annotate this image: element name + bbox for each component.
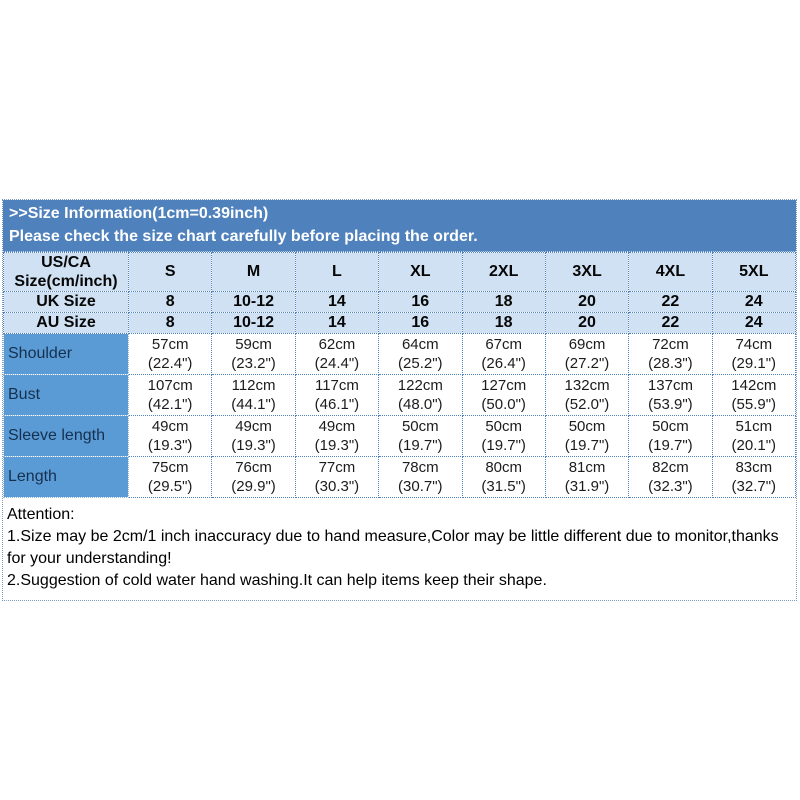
attention-note-2: 2.Suggestion of cold water hand washing.… [7, 572, 547, 589]
corner-header: US/CA Size(cm/inch) [3, 252, 129, 292]
measurement-value-cell: 83cm (32.7") [711, 456, 797, 498]
measurement-value-cell: 49cm (19.3") [294, 415, 380, 457]
measurement-row-label: Length [3, 456, 129, 498]
size-column-header: XL [378, 252, 463, 292]
size-value-cell: 16 [378, 291, 463, 313]
size-info-banner: >>Size Information(1cm=0.39inch) Please … [3, 200, 796, 252]
measurement-row: Shoulder 57cm (22.4") 59cm (23.2") 62cm (24… [3, 333, 797, 375]
measurement-value-cell: 69cm (27.2") [544, 333, 630, 375]
banner-subtitle: Please check the size chart carefully be… [9, 228, 478, 245]
measurement-value-cell: 62cm (24.4") [294, 333, 380, 375]
size-column-header: 2XL [461, 252, 546, 292]
measurement-value-cell: 77cm (30.3") [294, 456, 380, 498]
size-value-cell: 14 [294, 291, 380, 313]
measurement-row: Length 75cm (29.5") 76cm (29.9") 77cm (30.3… [3, 456, 797, 498]
measurement-value-cell: 132cm (52.0") [544, 374, 630, 416]
measurement-row-label: Bust [3, 374, 129, 416]
measurement-value-cell: 142cm (55.9") [711, 374, 797, 416]
size-value-cell: 24 [711, 312, 797, 334]
measurement-value-cell: 82cm (32.3") [628, 456, 713, 498]
size-row: UK Size 8 10-12 14 16 18 20 22 24 [3, 291, 797, 313]
attention-note-1: 1.Size may be 2cm/1 inch inaccuracy due … [7, 528, 779, 567]
measurement-value-cell: 72cm (28.3") [628, 333, 713, 375]
measurement-value-cell: 75cm (29.5") [127, 456, 213, 498]
size-chart-table: US/CA Size(cm/inch) S M L XL 2XL 3XL 4XL 5XL UK… [3, 252, 797, 498]
measurement-value-cell: 112cm (44.1") [211, 374, 296, 416]
measurement-value-cell: 137cm (53.9") [628, 374, 713, 416]
size-value-cell: 22 [628, 312, 713, 334]
size-value-cell: 16 [378, 312, 463, 334]
measurement-value-cell: 81cm (31.9") [544, 456, 630, 498]
size-value-cell: 8 [127, 291, 213, 313]
measurement-value-cell: 49cm (19.3") [211, 415, 296, 457]
measurement-row: Sleeve length 49cm (19.3") 49cm (19.3") 49c… [3, 415, 797, 457]
size-value-cell: 14 [294, 312, 380, 334]
size-column-header: M [211, 252, 296, 292]
size-row: AU Size 8 10-12 14 16 18 20 22 24 [3, 312, 797, 334]
measurement-value-cell: 50cm (19.7") [461, 415, 546, 457]
size-value-cell: 22 [628, 291, 713, 313]
size-column-header: 5XL [711, 252, 797, 292]
measurement-value-cell: 50cm (19.7") [628, 415, 713, 457]
attention-title: Attention: [7, 506, 75, 523]
measurement-value-cell: 51cm (20.1") [711, 415, 797, 457]
measurement-value-cell: 127cm (50.0") [461, 374, 546, 416]
measurement-value-cell: 80cm (31.5") [461, 456, 546, 498]
size-column-header: S [127, 252, 213, 292]
measurement-value-cell: 49cm (19.3") [127, 415, 213, 457]
measurement-row-label: Sleeve length [3, 415, 129, 457]
size-row-label: UK Size [3, 291, 129, 313]
measurement-value-cell: 50cm (19.7") [544, 415, 630, 457]
banner-title: >>Size Information(1cm=0.39inch) [9, 205, 269, 222]
measurement-value-cell: 107cm (42.1") [127, 374, 213, 416]
measurement-value-cell: 64cm (25.2") [378, 333, 463, 375]
size-value-cell: 8 [127, 312, 213, 334]
size-info-sheet: >>Size Information(1cm=0.39inch) Please … [2, 199, 797, 601]
size-row-label: AU Size [3, 312, 129, 334]
measurement-row: Bust 107cm (42.1") 112cm (44.1") 117cm (46.… [3, 374, 797, 416]
size-column-header: 4XL [628, 252, 713, 292]
measurement-value-cell: 57cm (22.4") [127, 333, 213, 375]
measurement-value-cell: 122cm (48.0") [378, 374, 463, 416]
measurement-value-cell: 74cm (29.1") [711, 333, 797, 375]
measurement-value-cell: 117cm (46.1") [294, 374, 380, 416]
size-value-cell: 10-12 [211, 312, 296, 334]
measurement-row-label: Shoulder [3, 333, 129, 375]
size-value-cell: 10-12 [211, 291, 296, 313]
measurement-value-cell: 76cm (29.9") [211, 456, 296, 498]
size-value-cell: 20 [544, 291, 630, 313]
size-value-cell: 20 [544, 312, 630, 334]
size-header-row: US/CA Size(cm/inch) S M L XL 2XL 3XL 4XL 5XL [3, 252, 797, 292]
size-value-cell: 18 [461, 291, 546, 313]
size-column-header: 3XL [544, 252, 630, 292]
size-value-cell: 24 [711, 291, 797, 313]
measurement-value-cell: 78cm (30.7") [378, 456, 463, 498]
measurement-value-cell: 67cm (26.4") [461, 333, 546, 375]
attention-section: Attention: 1.Size may be 2cm/1 inch inac… [3, 498, 796, 600]
measurement-value-cell: 50cm (19.7") [378, 415, 463, 457]
size-column-header: L [294, 252, 380, 292]
measurement-value-cell: 59cm (23.2") [211, 333, 296, 375]
size-value-cell: 18 [461, 312, 546, 334]
